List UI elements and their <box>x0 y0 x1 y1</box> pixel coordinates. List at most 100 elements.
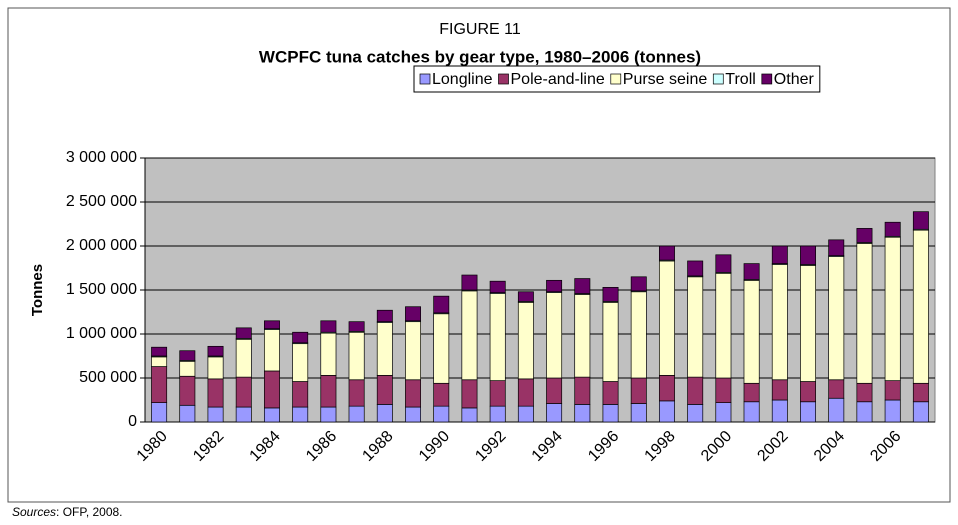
bar-segment <box>179 404 196 423</box>
bar-segment <box>461 407 478 423</box>
bar-segment <box>489 380 506 407</box>
bar-segment <box>687 276 704 378</box>
x-tick-label: 1984 <box>247 428 284 465</box>
bar-segment <box>207 406 224 423</box>
bar-segment <box>151 366 168 403</box>
bar-segment <box>263 407 280 423</box>
bar-segment <box>376 404 393 423</box>
bar-segment <box>828 239 845 257</box>
bar-segment <box>884 236 901 381</box>
bar-segment <box>771 379 788 401</box>
bar-segment <box>574 294 591 378</box>
bar-segment <box>292 331 309 344</box>
bar-segment <box>546 377 563 404</box>
bar-segment <box>884 380 901 401</box>
bar-segment <box>235 376 252 408</box>
bar-segment <box>715 254 732 273</box>
bar-segment <box>715 377 732 403</box>
bar-segment <box>546 403 563 423</box>
bar-segment <box>715 272 732 379</box>
bar-segment <box>856 382 873 403</box>
bar-segment <box>405 321 422 381</box>
bar-segment <box>207 356 224 380</box>
bar-segment <box>489 405 506 423</box>
bar-segment <box>348 379 365 407</box>
bar-segment <box>405 406 422 423</box>
bar-segment <box>658 260 675 376</box>
source-text: : OFP, 2008. <box>56 505 123 519</box>
y-tick-label: 500 000 <box>79 369 137 386</box>
bar-segment <box>179 375 196 406</box>
legend-label: Purse seine <box>623 71 708 88</box>
bar-segment <box>207 345 224 357</box>
bar-segment <box>574 278 591 294</box>
bar-segment <box>743 263 760 280</box>
bar-segment <box>405 306 422 322</box>
chart-border <box>7 7 951 503</box>
bar-segment <box>292 381 309 408</box>
y-tick-label: 2 000 000 <box>66 237 137 254</box>
bar-segment <box>320 320 337 333</box>
bar-segment <box>546 292 563 379</box>
bar-segment <box>405 379 422 408</box>
bar-segment <box>348 331 365 381</box>
bar-segment <box>320 375 337 408</box>
bar-segment <box>207 378 224 408</box>
bar-segment <box>715 402 732 423</box>
x-tick-label: 2000 <box>698 428 735 465</box>
bar-segment <box>912 401 929 423</box>
bar-segment <box>912 382 929 403</box>
bar-segment <box>292 406 309 423</box>
x-tick-label: 1998 <box>642 428 679 465</box>
bar-segment <box>461 290 478 381</box>
bar-segment <box>546 279 563 293</box>
legend-swatch <box>498 73 509 85</box>
y-tick-label: 1 000 000 <box>66 325 137 342</box>
bar-segment <box>517 405 534 423</box>
bar-segment <box>828 397 845 423</box>
bar-segment <box>658 375 675 402</box>
bar-segment <box>179 350 196 361</box>
legend-label: Other <box>774 71 815 88</box>
x-tick-label: 1990 <box>416 428 453 465</box>
bar-segment <box>320 406 337 423</box>
bar-segment <box>912 211 929 230</box>
bar-segment <box>687 404 704 423</box>
bar-segment <box>151 402 168 423</box>
bar-segment <box>433 405 450 423</box>
legend-swatch <box>761 73 773 85</box>
y-tick-label: 2 500 000 <box>66 193 137 210</box>
bar-segment <box>517 291 534 302</box>
bar-segment <box>602 301 619 382</box>
bar-segment <box>517 301 534 380</box>
bar-segment <box>856 401 873 423</box>
bar-segment <box>517 378 534 407</box>
bar-segment <box>912 229 929 384</box>
legend-swatch <box>419 73 431 85</box>
bar-segment <box>235 406 252 423</box>
bar-segment <box>263 320 280 330</box>
bar-segment <box>235 338 252 378</box>
y-tick-label: 1 500 000 <box>66 281 137 298</box>
bar-segment <box>884 221 901 237</box>
x-tick-label: 1996 <box>585 428 622 465</box>
bar-segment <box>433 313 450 384</box>
bar-segment <box>630 291 647 379</box>
bar-segment <box>376 309 393 323</box>
bar-segment <box>658 400 675 423</box>
bar-segment <box>828 256 845 381</box>
bar-segment <box>348 405 365 423</box>
bar-segment <box>461 379 478 409</box>
bar-segment <box>433 295 450 314</box>
bar-segment <box>630 377 647 404</box>
legend-swatch <box>610 73 622 85</box>
chart-title: WCPFC tuna catches by gear type, 1980–20… <box>259 47 701 66</box>
bar-segment <box>800 265 817 382</box>
bar-segment <box>376 322 393 376</box>
x-tick-label: 1986 <box>303 428 340 465</box>
bar-segment <box>771 399 788 423</box>
bar-segment <box>376 375 393 405</box>
bar-segment <box>856 228 873 243</box>
legend-swatch <box>712 73 724 85</box>
